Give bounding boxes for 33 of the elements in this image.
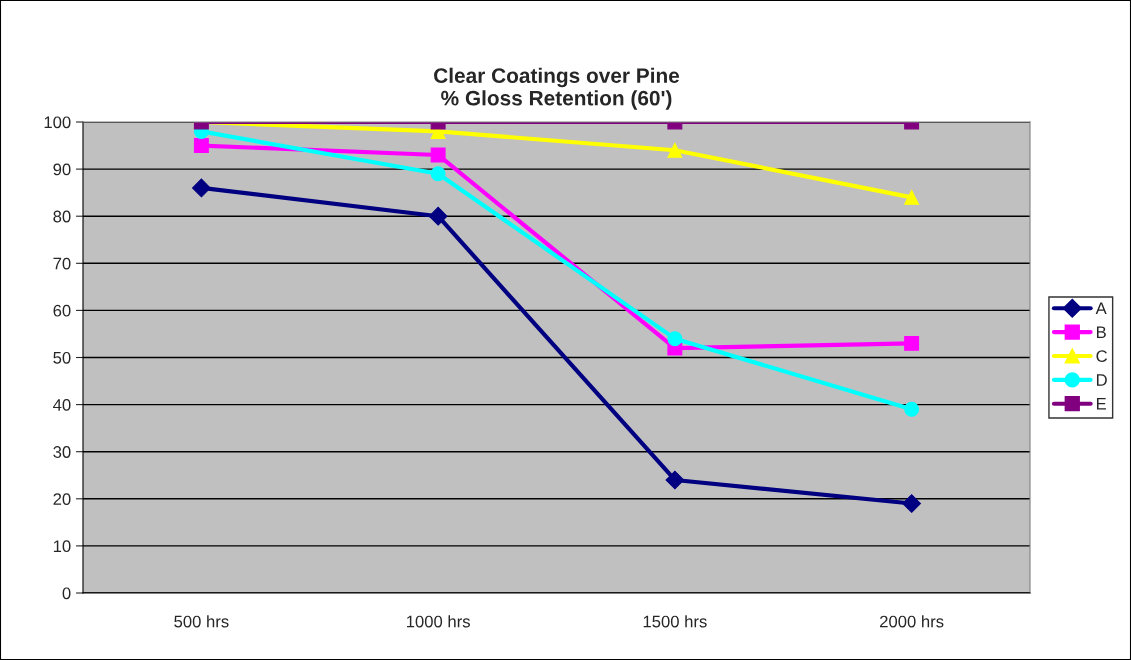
legend-label: B <box>1096 326 1106 338</box>
legend-label: C <box>1096 350 1108 362</box>
y-tick-label: 50 <box>53 351 71 364</box>
point <box>667 331 683 347</box>
point <box>904 401 920 417</box>
y-tick-label: 90 <box>53 163 71 176</box>
y-tick-label: 20 <box>53 493 71 505</box>
point <box>902 494 921 513</box>
y-tick-label: 30 <box>53 446 71 458</box>
y-tick-label: 70 <box>53 257 71 270</box>
x-tick-label: 1000 hrs <box>406 615 470 628</box>
y-tick-label: 100 <box>44 116 71 129</box>
point <box>428 206 448 226</box>
chart-title: Clear Coatings over Pine % Gloss Retention (60') <box>434 67 680 110</box>
legend-label: D <box>1096 374 1107 386</box>
point <box>430 166 446 182</box>
y-tick-label: 40 <box>53 399 71 411</box>
point <box>192 178 211 198</box>
y-tick-label: 0 <box>62 587 71 600</box>
legend-label: E <box>1096 398 1107 410</box>
point <box>904 335 920 351</box>
point <box>665 470 685 490</box>
y-tick-label: 80 <box>53 210 71 223</box>
x-tick-label: 500 hrs <box>174 615 229 628</box>
x-tick-label: 1500 hrs <box>643 615 707 628</box>
point <box>667 142 683 158</box>
legend-label: A <box>1095 302 1107 315</box>
y-tick-label: 60 <box>53 304 71 317</box>
x-tick-label: 2000 hrs <box>880 615 944 628</box>
point <box>904 189 920 205</box>
point <box>430 147 446 163</box>
y-tick-label: 10 <box>53 540 71 553</box>
point <box>193 138 209 154</box>
